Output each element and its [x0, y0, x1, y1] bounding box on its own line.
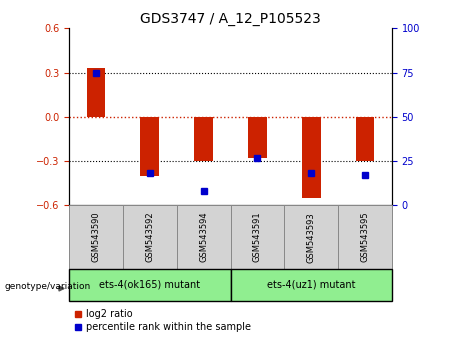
Bar: [123, 205, 177, 269]
Bar: [69, 205, 123, 269]
Text: genotype/variation: genotype/variation: [5, 282, 91, 291]
Text: ets-4(uz1) mutant: ets-4(uz1) mutant: [267, 280, 355, 290]
Text: GSM543591: GSM543591: [253, 212, 262, 263]
Bar: [355, 117, 374, 161]
Text: ets-4(ok165) mutant: ets-4(ok165) mutant: [99, 280, 201, 290]
Text: GSM543590: GSM543590: [92, 212, 100, 263]
Bar: [302, 117, 320, 198]
Bar: [87, 68, 106, 117]
Title: GDS3747 / A_12_P105523: GDS3747 / A_12_P105523: [140, 12, 321, 26]
Text: GSM543595: GSM543595: [361, 212, 369, 263]
Text: GSM543593: GSM543593: [307, 212, 316, 263]
Text: GSM543592: GSM543592: [145, 212, 154, 263]
Bar: [177, 205, 230, 269]
Bar: [141, 117, 159, 176]
Bar: [69, 269, 230, 301]
Legend: log2 ratio, percentile rank within the sample: log2 ratio, percentile rank within the s…: [74, 309, 251, 332]
Bar: [248, 117, 267, 158]
Bar: [284, 205, 338, 269]
Bar: [230, 205, 284, 269]
Bar: [338, 205, 392, 269]
Text: GSM543594: GSM543594: [199, 212, 208, 263]
Bar: [194, 117, 213, 161]
Bar: [230, 269, 392, 301]
